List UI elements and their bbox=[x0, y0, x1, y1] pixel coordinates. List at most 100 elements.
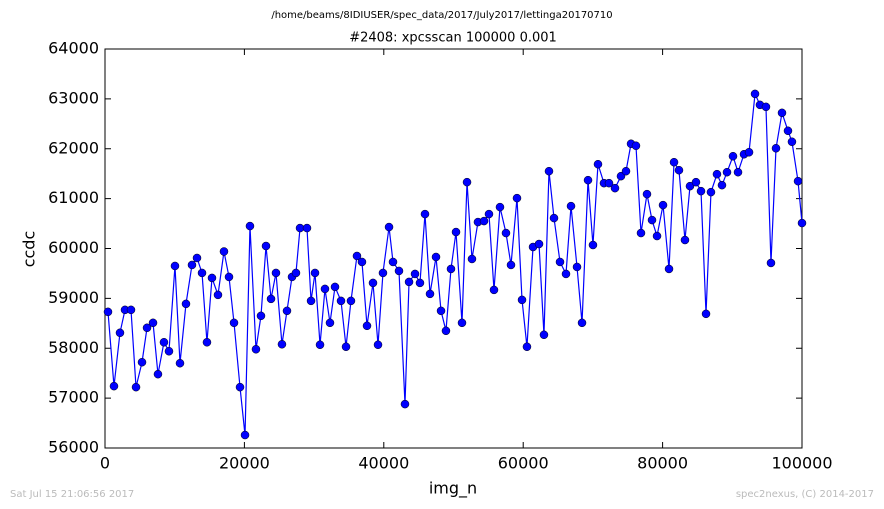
data-point bbox=[229, 318, 239, 328]
data-point bbox=[621, 166, 631, 176]
plot-frame bbox=[104, 48, 803, 449]
data-point bbox=[771, 144, 781, 153]
data-point bbox=[544, 166, 554, 176]
data-point bbox=[115, 328, 125, 338]
y-tick-label: 63000 bbox=[48, 88, 99, 107]
data-point bbox=[783, 126, 793, 136]
data-point bbox=[652, 231, 662, 241]
data-point bbox=[282, 306, 292, 316]
data-point bbox=[793, 176, 803, 186]
data-point bbox=[522, 342, 532, 352]
data-point bbox=[636, 228, 646, 238]
data-point bbox=[245, 221, 255, 231]
data-point bbox=[517, 295, 527, 305]
data-point bbox=[213, 290, 223, 300]
y-tick-label: 57000 bbox=[48, 388, 99, 407]
data-point bbox=[658, 200, 668, 210]
footer-credit: spec2nexus, (C) 2014-2017 bbox=[736, 489, 874, 500]
data-point bbox=[593, 159, 603, 169]
data-point bbox=[489, 285, 499, 295]
y-axis-label: ccdc bbox=[20, 231, 39, 268]
data-point bbox=[388, 257, 398, 267]
data-point bbox=[701, 309, 711, 319]
data-point bbox=[384, 222, 394, 232]
data-point bbox=[436, 306, 446, 316]
data-point bbox=[642, 189, 652, 199]
data-point bbox=[404, 277, 414, 287]
data-point bbox=[126, 305, 136, 315]
data-point bbox=[235, 382, 245, 392]
x-tick-label: 100000 bbox=[771, 454, 832, 473]
data-point bbox=[420, 209, 430, 219]
data-point bbox=[446, 264, 456, 274]
x-tick-label: 0 bbox=[100, 454, 110, 473]
data-point bbox=[766, 258, 776, 268]
data-point bbox=[462, 177, 472, 187]
data-point bbox=[761, 102, 771, 112]
data-point bbox=[647, 215, 657, 225]
data-point bbox=[378, 268, 388, 278]
data-point bbox=[271, 268, 281, 278]
data-point bbox=[256, 311, 266, 321]
data-point bbox=[109, 381, 119, 391]
data-point bbox=[717, 180, 727, 190]
data-point bbox=[325, 318, 335, 328]
data-point bbox=[539, 330, 549, 340]
data-point bbox=[362, 321, 372, 331]
chart-title: #2408: xpcsscan 100000 0.001 bbox=[349, 31, 557, 46]
data-point bbox=[142, 323, 152, 333]
data-point bbox=[306, 296, 316, 306]
data-point bbox=[555, 257, 565, 267]
data-point bbox=[733, 167, 743, 177]
data-point bbox=[368, 278, 378, 288]
data-point bbox=[131, 382, 141, 392]
data-point bbox=[153, 369, 163, 379]
x-tick-label: 20000 bbox=[219, 454, 270, 473]
data-point bbox=[310, 268, 320, 278]
data-point bbox=[534, 239, 544, 249]
data-point bbox=[588, 240, 598, 250]
y-tick-label: 62000 bbox=[48, 138, 99, 157]
data-point bbox=[352, 251, 362, 261]
y-tick-label: 58000 bbox=[48, 338, 99, 357]
y-tick-label: 61000 bbox=[48, 188, 99, 207]
data-point bbox=[610, 183, 620, 193]
data-point bbox=[357, 257, 367, 267]
data-point bbox=[495, 202, 505, 212]
data-point bbox=[336, 296, 346, 306]
data-point bbox=[181, 299, 191, 309]
data-point bbox=[415, 278, 425, 288]
data-point bbox=[219, 247, 229, 256]
data-point bbox=[425, 289, 435, 299]
data-point bbox=[291, 268, 301, 278]
data-point bbox=[750, 89, 760, 99]
data-point bbox=[457, 318, 467, 328]
data-point bbox=[691, 177, 701, 187]
suptitle: /home/beams/8IDIUSER/spec_data/2017/July… bbox=[271, 10, 612, 21]
data-point bbox=[712, 169, 722, 179]
data-point bbox=[696, 186, 706, 196]
data-point bbox=[400, 399, 410, 409]
y-tick-label: 64000 bbox=[48, 39, 99, 58]
data-point bbox=[148, 318, 158, 328]
data-point bbox=[674, 165, 684, 175]
data-point bbox=[159, 338, 169, 347]
data-point bbox=[744, 147, 754, 157]
data-point bbox=[137, 357, 147, 367]
data-point bbox=[549, 213, 559, 223]
data-point bbox=[572, 262, 582, 272]
data-point bbox=[451, 227, 461, 237]
data-point bbox=[170, 261, 180, 271]
data-point bbox=[512, 193, 522, 203]
data-point bbox=[728, 151, 738, 161]
data-point bbox=[207, 273, 217, 283]
data-point bbox=[315, 340, 325, 350]
data-point bbox=[467, 254, 477, 264]
data-point bbox=[685, 181, 695, 191]
x-tick-label: 80000 bbox=[637, 454, 688, 473]
data-point bbox=[441, 326, 451, 336]
y-tick-label: 56000 bbox=[48, 438, 99, 457]
x-axis-label: img_n bbox=[429, 479, 477, 499]
data-point bbox=[566, 201, 576, 211]
